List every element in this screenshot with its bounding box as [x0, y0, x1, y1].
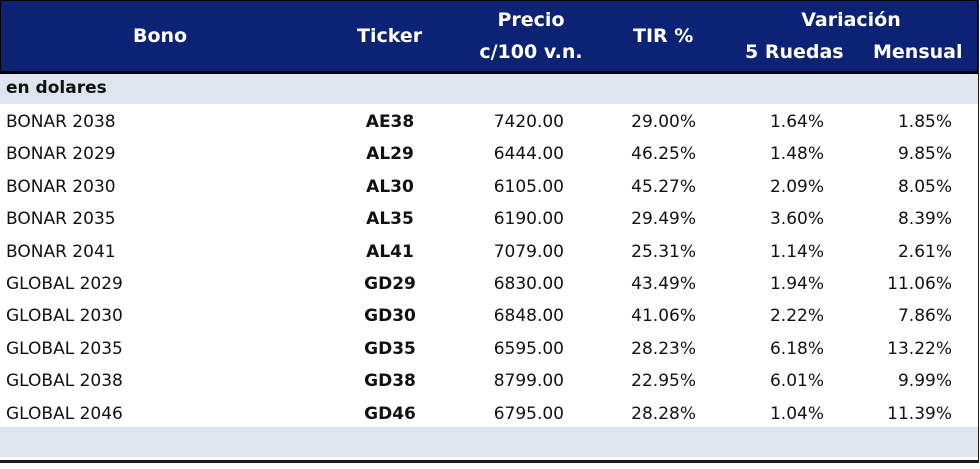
cell-bono: GLOBAL 2038 [6, 371, 123, 392]
cell-5-ruedas: 3.60% [769, 209, 824, 230]
cell-5-ruedas: 1.04% [769, 403, 824, 424]
cell-precio: 6444.00 [493, 144, 564, 165]
cell-tir: 22.95% [631, 371, 696, 392]
cell-5-ruedas: 6.01% [769, 371, 824, 392]
header-ticker: Ticker [357, 25, 423, 47]
cell-bono: BONAR 2029 [6, 144, 116, 165]
cell-precio: 7420.00 [493, 112, 564, 132]
cell-mensual: 9.85% [897, 144, 952, 165]
header-precio-line2: c/100 v.n. [479, 41, 583, 63]
cell-ticker: AL41 [366, 241, 414, 262]
cell-tir: 29.49% [631, 209, 696, 230]
section-row: en dolares [0, 74, 978, 104]
cell-bono: GLOBAL 2046 [6, 403, 123, 424]
footer-band [0, 427, 978, 457]
cell-bono: BONAR 2038 [6, 112, 116, 132]
cell-5-ruedas: 2.09% [769, 176, 824, 197]
cell-precio: 6795.00 [493, 403, 564, 424]
cell-5-ruedas: 1.14% [769, 241, 824, 262]
cell-ticker: AL30 [366, 176, 414, 197]
cell-tir: 46.25% [631, 144, 696, 165]
cell-mensual: 7.86% [897, 306, 952, 327]
header-tir: TIR % [633, 25, 694, 47]
header-mensual: Mensual [873, 41, 963, 63]
cell-5-ruedas: 6.18% [769, 338, 824, 359]
cell-tir: 28.23% [631, 338, 696, 359]
cell-precio: 6830.00 [493, 273, 564, 294]
cell-mensual: 1.85% [897, 112, 952, 132]
cell-precio: 7079.00 [493, 241, 564, 262]
cell-tir: 28.28% [631, 403, 696, 424]
header-5-ruedas: 5 Ruedas [745, 41, 844, 63]
table-header: Bono Ticker Precio c/100 v.n. TIR % Vari… [0, 0, 978, 74]
cell-precio: 6848.00 [493, 306, 564, 327]
cell-mensual: 8.39% [897, 209, 952, 230]
cell-bono: GLOBAL 2029 [6, 273, 123, 294]
cell-precio: 6190.00 [493, 209, 564, 230]
cell-ticker: AL35 [366, 209, 414, 230]
cell-tir: 29.00% [631, 112, 696, 132]
cell-bono: GLOBAL 2030 [6, 306, 123, 327]
header-divider [0, 71, 978, 74]
section-label: en dolares [6, 78, 107, 98]
cell-ticker: GD29 [364, 273, 416, 294]
cell-ticker: AL29 [366, 144, 414, 165]
cell-ticker: GD46 [364, 403, 416, 424]
cell-bono: BONAR 2035 [6, 209, 116, 230]
table-row: GLOBAL 2035 GD35 6595.00 28.23% 6.18% 13.22% [0, 333, 978, 365]
header-variacion: Variación [801, 9, 901, 31]
cell-5-ruedas: 1.94% [769, 273, 824, 294]
cell-mensual: 2.61% [897, 241, 952, 262]
table-row: BONAR 2041 AL41 7079.00 25.31% 1.14% 2.61% [0, 236, 978, 268]
table-body: BONAR 2038 AE38 7420.00 29.00% 1.64% 1.85% BON… [0, 106, 978, 430]
table-row: BONAR 2038 AE38 7420.00 29.00% 1.64% 1.85% [0, 106, 978, 138]
table-row: BONAR 2030 AL30 6105.00 45.27% 2.09% 8.05% [0, 171, 978, 203]
cell-ticker: GD30 [364, 306, 416, 327]
cell-ticker: GD35 [364, 338, 416, 359]
table-row: BONAR 2029 AL29 6444.00 46.25% 1.48% 9.85% [0, 138, 978, 170]
cell-ticker: GD38 [364, 371, 416, 392]
table-row: GLOBAL 2038 GD38 8799.00 22.95% 6.01% 9.99% [0, 365, 978, 397]
table-row: GLOBAL 2046 GD46 6795.00 28.28% 1.04% 11.39% [0, 398, 978, 430]
cell-precio: 6105.00 [493, 176, 564, 197]
cell-ticker: AE38 [365, 112, 415, 132]
cell-mensual: 9.99% [897, 371, 952, 392]
cell-tir: 45.27% [631, 176, 696, 197]
cell-precio: 6595.00 [493, 338, 564, 359]
cell-5-ruedas: 2.22% [769, 306, 824, 327]
cell-bono: GLOBAL 2035 [6, 338, 123, 359]
cell-mensual: 8.05% [897, 176, 952, 197]
table-row: BONAR 2035 AL35 6190.00 29.49% 3.60% 8.39% [0, 203, 978, 235]
cell-mensual: 13.22% [887, 338, 952, 359]
cell-tir: 43.49% [631, 273, 696, 294]
cell-mensual: 11.06% [887, 273, 952, 294]
cell-precio: 8799.00 [493, 371, 564, 392]
table-row: GLOBAL 2030 GD30 6848.00 41.06% 2.22% 7.86% [0, 300, 978, 332]
cell-tir: 41.06% [631, 306, 696, 327]
table-row: GLOBAL 2029 GD29 6830.00 43.49% 1.94% 11.06% [0, 268, 978, 300]
cell-bono: BONAR 2030 [6, 176, 116, 197]
cell-5-ruedas: 1.48% [769, 144, 824, 165]
cell-5-ruedas: 1.64% [769, 112, 824, 132]
cell-tir: 25.31% [631, 241, 696, 262]
cell-mensual: 11.39% [887, 403, 952, 424]
header-precio-line1: Precio [497, 9, 565, 31]
cell-bono: BONAR 2041 [6, 241, 116, 262]
header-bono: Bono [133, 25, 188, 47]
